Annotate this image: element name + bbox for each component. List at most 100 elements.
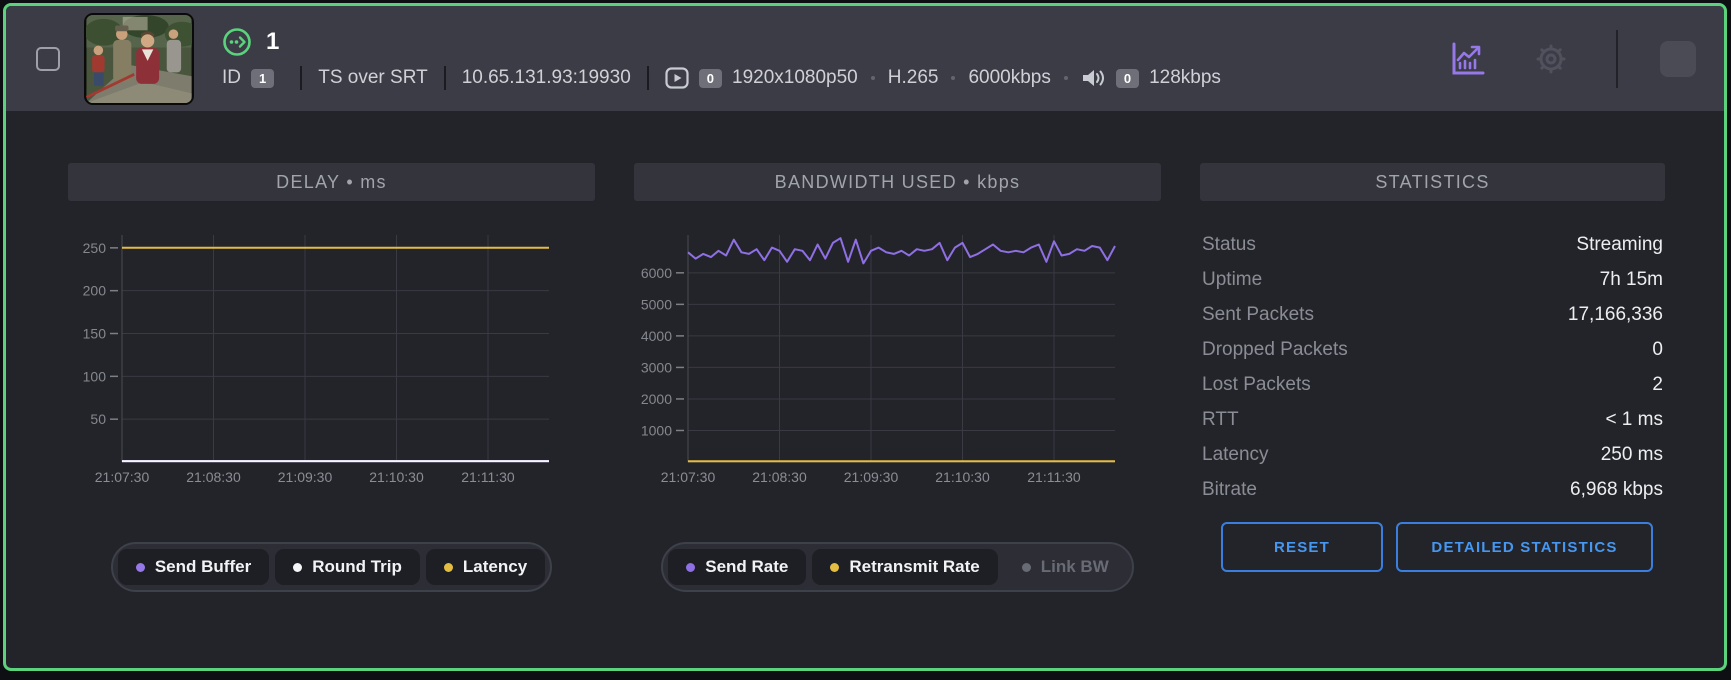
legend-label: Retransmit Rate: [849, 557, 980, 576]
stat-label: Status: [1202, 233, 1256, 255]
bandwidth-legend: Send Rate Retransmit Rate Link BW: [661, 542, 1134, 592]
streaming-status-icon: [222, 27, 252, 57]
stream-header: 1 ID 1 TS over SRT 10.65.131.93:19930: [6, 6, 1724, 111]
delay-legend: Send Buffer Round Trip Latency: [110, 542, 553, 592]
stat-value: 250 ms: [1600, 443, 1663, 465]
svg-text:21:07:30: 21:07:30: [661, 469, 716, 485]
stat-label: Dropped Packets: [1202, 338, 1348, 360]
legend-toggle-latency[interactable]: Latency: [425, 549, 546, 585]
delay-legend-wrap: Send Buffer Round Trip Latency: [68, 542, 595, 592]
svg-text:100: 100: [83, 368, 107, 384]
video-thumbnail: [84, 12, 194, 105]
video-thumbnail-image: [86, 14, 192, 103]
settings-gear-icon[interactable]: [1532, 40, 1570, 78]
select-checkbox[interactable]: [36, 46, 60, 71]
bandwidth-panel: BANDWIDTH USED • kbps 1000 2000 3000 4000 50…: [634, 163, 1161, 592]
stat-label: Uptime: [1202, 268, 1263, 290]
video-track-icon: [665, 67, 689, 89]
legend-label: Send Buffer: [154, 557, 252, 576]
stat-label: Sent Packets: [1202, 303, 1314, 325]
svg-text:21:11:30: 21:11:30: [1027, 469, 1081, 485]
legend-toggle-send-buffer[interactable]: Send Buffer: [117, 549, 270, 585]
legend-label: Link BW: [1040, 557, 1109, 576]
svg-text:21:11:30: 21:11:30: [461, 469, 515, 485]
stat-row: Latency 250 ms: [1202, 437, 1663, 472]
header-divider: [1616, 29, 1618, 88]
stat-value: Streaming: [1576, 233, 1663, 255]
dot-separator: [870, 76, 875, 80]
stream-meta-row: ID 1 TS over SRT 10.65.131.93:19930 0 1: [222, 66, 1221, 90]
legend-toggle-retransmit-rate[interactable]: Retransmit Rate: [812, 549, 998, 585]
legend-dot: [686, 562, 696, 572]
stat-row: Status Streaming: [1202, 227, 1663, 262]
svg-text:250: 250: [83, 240, 107, 256]
svg-text:21:10:30: 21:10:30: [935, 469, 990, 485]
video-track-badge: 0: [698, 68, 722, 88]
stat-row: Sent Packets 17,166,336: [1202, 297, 1663, 332]
audio-track-icon: [1081, 67, 1106, 89]
legend-toggle-link-bw[interactable]: Link BW: [1004, 549, 1127, 585]
svg-text:21:07:30: 21:07:30: [95, 469, 150, 485]
stream-title-row: 1: [222, 27, 1221, 57]
stat-value: 6,968 kbps: [1570, 478, 1663, 500]
legend-dot: [135, 562, 145, 572]
meta-divider: [646, 66, 649, 90]
svg-text:3000: 3000: [641, 359, 672, 375]
svg-text:4000: 4000: [641, 328, 672, 344]
svg-text:150: 150: [83, 326, 107, 342]
svg-text:200: 200: [83, 283, 107, 299]
meta-divider: [443, 66, 446, 90]
legend-dot: [830, 562, 840, 572]
stat-label: Latency: [1202, 443, 1269, 465]
stat-label: Bitrate: [1202, 478, 1257, 500]
id-label: ID: [222, 67, 241, 88]
stat-label: Lost Packets: [1202, 373, 1311, 395]
stat-value: 2: [1652, 373, 1663, 395]
legend-label: Round Trip: [312, 557, 402, 576]
svg-text:5000: 5000: [641, 296, 672, 312]
legend-label: Send Rate: [705, 557, 789, 576]
delay-chart: 50 100 150 200 250 21:07:30 21:08:30 21:09:30 21…: [83, 235, 549, 485]
statistics-panel: STATISTICS Status Streaming Uptime 7h 15m Se…: [1200, 163, 1665, 592]
stream-title: 1: [266, 28, 280, 55]
svg-text:21:08:30: 21:08:30: [752, 469, 807, 485]
stream-title-block: 1 ID 1 TS over SRT 10.65.131.93:19930: [222, 27, 1221, 90]
stream-card: 1 ID 1 TS over SRT 10.65.131.93:19930: [3, 3, 1727, 671]
video-format-label: 1920x1080p50: [732, 67, 858, 88]
svg-text:21:09:30: 21:09:30: [844, 469, 899, 485]
audio-track-badge: 0: [1115, 68, 1140, 88]
statistics-buttons: RESET DETAILED STATISTICS: [1200, 522, 1665, 572]
svg-text:21:08:30: 21:08:30: [186, 469, 241, 485]
detailed-statistics-button[interactable]: DETAILED STATISTICS: [1396, 522, 1653, 572]
stat-row: Dropped Packets 0: [1202, 332, 1663, 367]
stop-icon[interactable]: [1660, 40, 1696, 77]
legend-label: Latency: [462, 557, 528, 576]
dot-separator: [951, 76, 956, 80]
legend-toggle-round-trip[interactable]: Round Trip: [275, 549, 420, 585]
stat-row: Uptime 7h 15m: [1202, 262, 1663, 297]
stat-row: Lost Packets 2: [1202, 367, 1663, 402]
stat-row: Bitrate 6,968 kbps: [1202, 472, 1663, 507]
svg-text:2000: 2000: [641, 391, 672, 407]
stat-value: 0: [1652, 338, 1663, 360]
svg-text:21:10:30: 21:10:30: [369, 469, 424, 485]
statistics-chart-icon[interactable]: [1448, 40, 1488, 78]
stat-value: < 1 ms: [1605, 408, 1663, 430]
stat-label: RTT: [1202, 408, 1239, 430]
stream-details: DELAY • ms 50 100 150 200 250 21:07:30 21:08:3…: [6, 111, 1724, 592]
legend-toggle-send-rate[interactable]: Send Rate: [668, 549, 807, 585]
bandwidth-chart: 1000 2000 3000 4000 5000 6000 21:07:30 21:08:30…: [641, 235, 1116, 485]
legend-dot: [293, 562, 303, 572]
delay-panel-title: DELAY • ms: [68, 163, 595, 201]
statistics-panel-title: STATISTICS: [1200, 163, 1665, 201]
video-codec-label: H.265: [887, 67, 939, 88]
reset-button[interactable]: RESET: [1221, 522, 1383, 572]
stat-row: RTT < 1 ms: [1202, 402, 1663, 437]
audio-bitrate-label: 128kbps: [1149, 67, 1221, 88]
svg-text:1000: 1000: [641, 422, 672, 438]
protocol-label: TS over SRT: [318, 67, 428, 88]
meta-divider: [300, 66, 303, 90]
id-badge: 1: [251, 68, 275, 88]
statistics-rows: Status Streaming Uptime 7h 15m Sent Packets 1…: [1200, 227, 1665, 507]
